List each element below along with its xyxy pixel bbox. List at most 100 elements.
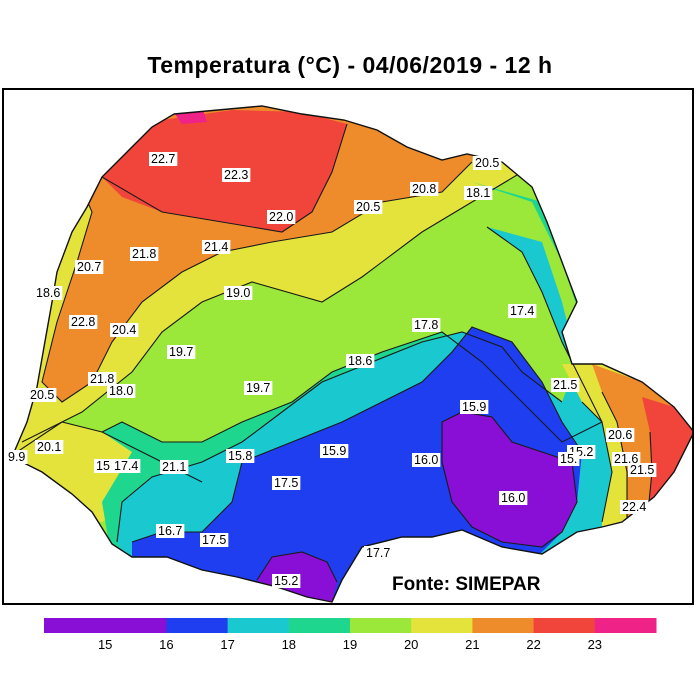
legend-tick-label: 23	[588, 637, 602, 652]
temperature-label: 20.5	[28, 388, 57, 402]
temperature-label-text: 20.5	[356, 200, 380, 214]
temperature-label-background	[412, 318, 441, 332]
temperature-label: 17.5	[272, 476, 301, 490]
map-title: Temperatura (°C) - 04/06/2019 - 12 h	[147, 52, 553, 78]
temperature-label-background	[202, 240, 231, 254]
temperature-label: 17.4	[112, 459, 141, 473]
temperature-label-text: 17.7	[366, 546, 390, 560]
temperature-label-text: 18.0	[109, 384, 133, 398]
temperature-label-text: 22.4	[622, 500, 646, 514]
map-frame: 22.7 22.3 22.0 20.5 20.8 18.1 20.5 21.8 21.4 20.7…	[2, 88, 694, 605]
temperature-label: 21.8	[88, 372, 117, 386]
zone-purple-east	[442, 412, 577, 547]
legend-bin	[350, 618, 412, 633]
temperature-label: 15.	[558, 452, 580, 466]
temperature-label-background	[34, 286, 63, 300]
temperature-label-background	[612, 452, 641, 466]
temperature-label-background	[346, 354, 375, 368]
color-legend: 15 16 17 18 19 20 21 22 23	[44, 618, 657, 652]
temperature-label-background	[35, 440, 64, 454]
temperature-label-background	[606, 428, 635, 442]
temperature-label: 22.8	[69, 315, 98, 329]
temperature-label-background	[364, 546, 393, 560]
temperature-label: 21.5	[628, 463, 657, 477]
temperature-label-text: 17.4	[510, 304, 534, 318]
temperature-label: 21.6	[612, 452, 641, 466]
temperature-label: 21.4	[202, 240, 231, 254]
temperature-label: 22.7	[149, 152, 178, 166]
temperature-label-background	[160, 460, 189, 474]
temperature-label: 19.7	[167, 345, 196, 359]
legend-tick-label: 17	[220, 637, 234, 652]
temperature-label: 21.5	[551, 378, 580, 392]
temperature-label-background	[412, 453, 441, 467]
temperature-label-background	[75, 260, 104, 274]
temperature-label-text: 15.	[560, 452, 577, 466]
temperature-label: 16.7	[156, 524, 185, 538]
temperature-label-text: 19.0	[226, 286, 250, 300]
temperature-label: 18.0	[107, 384, 136, 398]
temperature-label-background	[156, 524, 185, 538]
legend-bin	[533, 618, 596, 633]
temperature-label-text: 15.9	[322, 444, 346, 458]
temperature-label-background	[320, 444, 349, 458]
temperature-label: 17.5	[200, 533, 229, 547]
temperature-label-text: 22.3	[224, 168, 248, 182]
temperature-label-background	[272, 574, 301, 588]
source-credit: Fonte: SIMEPAR	[392, 574, 541, 595]
temperature-label-text: 17.4	[114, 459, 138, 473]
temperature-label: 18.1	[464, 186, 493, 200]
temperature-label-text: 18.6	[348, 354, 372, 368]
temperature-label-text: 15.8	[228, 449, 252, 463]
legend-tick-label: 22	[526, 637, 540, 652]
legend-bin	[288, 618, 351, 633]
temperature-label-text: 20.4	[112, 323, 136, 337]
temperature-label-background	[94, 459, 112, 473]
temperature-label: 15.9	[320, 444, 349, 458]
temperature-label: 18.6	[34, 286, 63, 300]
legend-bin	[166, 618, 229, 633]
legend-bin	[227, 618, 290, 633]
temperature-label: 20.1	[35, 440, 64, 454]
temperature-label-text: 21.4	[204, 240, 228, 254]
temperature-label-text: 20.1	[37, 440, 61, 454]
temperature-label: 15.2	[272, 574, 301, 588]
temperature-label: 15.8	[226, 449, 255, 463]
temperature-label-text: 16.0	[501, 491, 525, 505]
temperature-label: 22.0	[267, 210, 296, 224]
temperature-label-background	[558, 452, 580, 466]
temperature-label-text: 20.8	[412, 182, 436, 196]
temperature-label-text: 20.5	[30, 388, 54, 402]
temperature-label: 17.7	[364, 546, 393, 560]
temperature-label-text: 22.8	[71, 315, 95, 329]
temperature-label: 16.0	[412, 453, 441, 467]
temperature-label-text: 19.7	[246, 381, 270, 395]
legend-bin	[105, 618, 167, 633]
temperature-label-background	[69, 315, 98, 329]
temperature-label-background	[167, 345, 196, 359]
temperature-label-text: 21.1	[162, 460, 186, 474]
temperature-label-text: 9.9	[8, 450, 25, 464]
temperature-label: 19.7	[244, 381, 273, 395]
temperature-label-background	[226, 449, 255, 463]
temperature-label: 20.6	[606, 428, 635, 442]
temperature-label-text: 20.6	[608, 428, 632, 442]
temperature-label-background	[149, 152, 178, 166]
temperature-label-background	[267, 210, 296, 224]
temperature-label-background	[620, 500, 649, 514]
temperature-label-text: 21.5	[630, 463, 654, 477]
temperature-label-text: 17.5	[274, 476, 298, 490]
legend-color-bar	[44, 618, 657, 633]
legend-bin	[411, 618, 473, 633]
temperature-label-background	[628, 463, 657, 477]
temperature-label-text: 20.7	[77, 260, 101, 274]
legend-tick-labels: 15 16 17 18 19 20 21 22 23	[98, 637, 602, 652]
temperature-label-text: 15	[96, 459, 110, 473]
temperature-label-background	[6, 450, 28, 464]
temperature-label-background	[222, 168, 251, 182]
temperature-label-background	[272, 476, 301, 490]
temperature-label: 22.4	[620, 500, 649, 514]
temperature-label: 9.9	[6, 450, 28, 464]
temperature-label-text: 16.7	[158, 524, 182, 538]
temperature-label: 20.7	[75, 260, 104, 274]
